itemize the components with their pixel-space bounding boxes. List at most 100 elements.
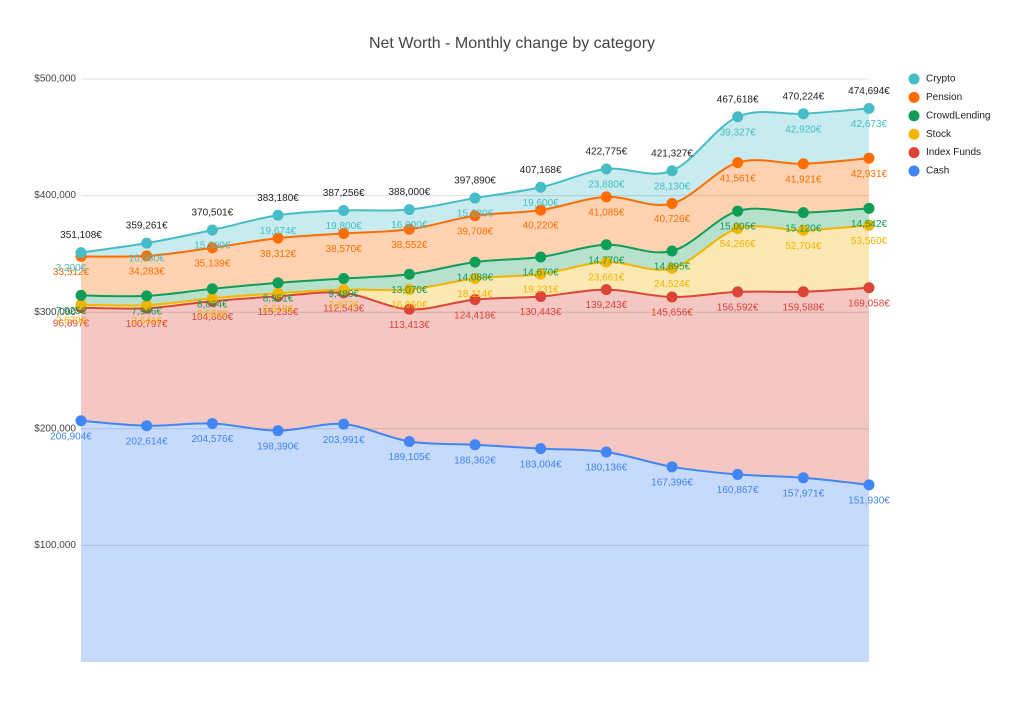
data-label: 13,070€ <box>391 285 428 296</box>
point <box>469 192 481 204</box>
data-label: 38,552€ <box>391 240 428 251</box>
point <box>666 198 678 210</box>
y-tick-label: $500,000 <box>34 74 76 85</box>
data-label: 139,243€ <box>585 300 627 311</box>
data-label: 2,641€ <box>131 316 162 327</box>
point <box>141 250 153 262</box>
total-label: 474,694€ <box>848 86 890 97</box>
point <box>272 232 284 244</box>
area <box>81 225 869 310</box>
legend-label: Crypto <box>926 74 956 85</box>
point <box>206 283 218 295</box>
data-label: 35,139€ <box>194 258 231 269</box>
point <box>732 223 744 235</box>
data-label: 24,524€ <box>654 279 691 290</box>
area <box>81 158 869 297</box>
point <box>732 111 744 123</box>
legend-label: Index Funds <box>926 147 981 158</box>
point <box>403 303 415 315</box>
point <box>469 294 481 306</box>
point <box>863 282 875 294</box>
data-label: 156,592€ <box>717 302 759 313</box>
data-label: 198,390€ <box>257 441 299 452</box>
data-label: 40,726€ <box>654 214 691 225</box>
data-label: 39,327€ <box>720 127 757 138</box>
legend-label: CrowdLending <box>926 110 991 121</box>
point <box>863 152 875 164</box>
total-label: 351,108€ <box>60 230 102 241</box>
point <box>141 237 153 249</box>
point <box>403 204 415 216</box>
data-label: 3,200€ <box>56 263 87 274</box>
point <box>600 284 612 296</box>
point <box>75 289 87 301</box>
point <box>141 420 153 432</box>
point <box>797 207 809 219</box>
point <box>666 245 678 257</box>
data-label: 115,235€ <box>258 307 299 318</box>
point <box>75 299 87 311</box>
legend-label: Stock <box>926 129 952 140</box>
total-label: 407,168€ <box>520 165 562 176</box>
data-label: 96,897€ <box>53 318 90 329</box>
data-label: 145,656€ <box>651 308 693 319</box>
data-label: 52,704€ <box>785 241 822 252</box>
point <box>272 287 284 299</box>
data-label: 41,085€ <box>588 208 625 219</box>
point <box>75 247 87 259</box>
point <box>403 268 415 280</box>
data-label: 42,673€ <box>851 119 888 130</box>
data-label: 15,300€ <box>194 241 231 252</box>
point <box>732 205 744 217</box>
data-label: 169,058€ <box>848 298 890 309</box>
point <box>600 239 612 251</box>
point <box>403 223 415 235</box>
point <box>666 461 678 473</box>
data-label: 18,114€ <box>457 289 493 300</box>
data-label: 14,542€ <box>851 219 888 230</box>
point <box>600 191 612 203</box>
data-label: 112,543€ <box>323 304 364 315</box>
data-label: 104,860€ <box>191 312 233 323</box>
point <box>797 224 809 236</box>
data-label: 189,105€ <box>388 452 430 463</box>
total-label: 467,618€ <box>717 94 759 105</box>
data-label: 23,661€ <box>588 273 625 284</box>
point <box>469 273 481 285</box>
data-label: 8,951€ <box>263 293 294 304</box>
data-label: 180,136€ <box>585 463 627 474</box>
point <box>863 202 875 214</box>
point <box>403 283 415 295</box>
point <box>272 277 284 289</box>
data-label: 10,980€ <box>129 254 166 265</box>
data-label: 28,130€ <box>654 181 691 192</box>
legend-marker <box>908 110 920 122</box>
point <box>206 224 218 236</box>
point <box>403 436 415 448</box>
point <box>797 108 809 120</box>
data-label: 40,220€ <box>523 221 560 232</box>
total-label: 383,180€ <box>257 193 299 204</box>
point <box>535 268 547 280</box>
point <box>272 425 284 437</box>
point <box>797 158 809 170</box>
point <box>469 439 481 451</box>
point <box>206 242 218 254</box>
legend-marker <box>908 128 920 140</box>
data-label: 113,413€ <box>389 320 430 331</box>
area <box>81 420 869 662</box>
data-label: 14,895€ <box>654 262 691 273</box>
point <box>206 417 218 429</box>
data-label: 124,418€ <box>454 310 496 321</box>
data-label: 8,064€ <box>197 299 228 310</box>
data-label: 7,946€ <box>131 307 162 318</box>
data-label: 2,562€ <box>197 309 228 320</box>
data-label: 2,670€ <box>56 315 87 326</box>
point <box>535 204 547 216</box>
data-label: 16,900€ <box>391 220 428 231</box>
point <box>600 163 612 175</box>
data-label: 186,362€ <box>454 455 496 466</box>
data-label: 14,088€ <box>457 273 494 284</box>
total-label: 387,256€ <box>323 188 365 199</box>
